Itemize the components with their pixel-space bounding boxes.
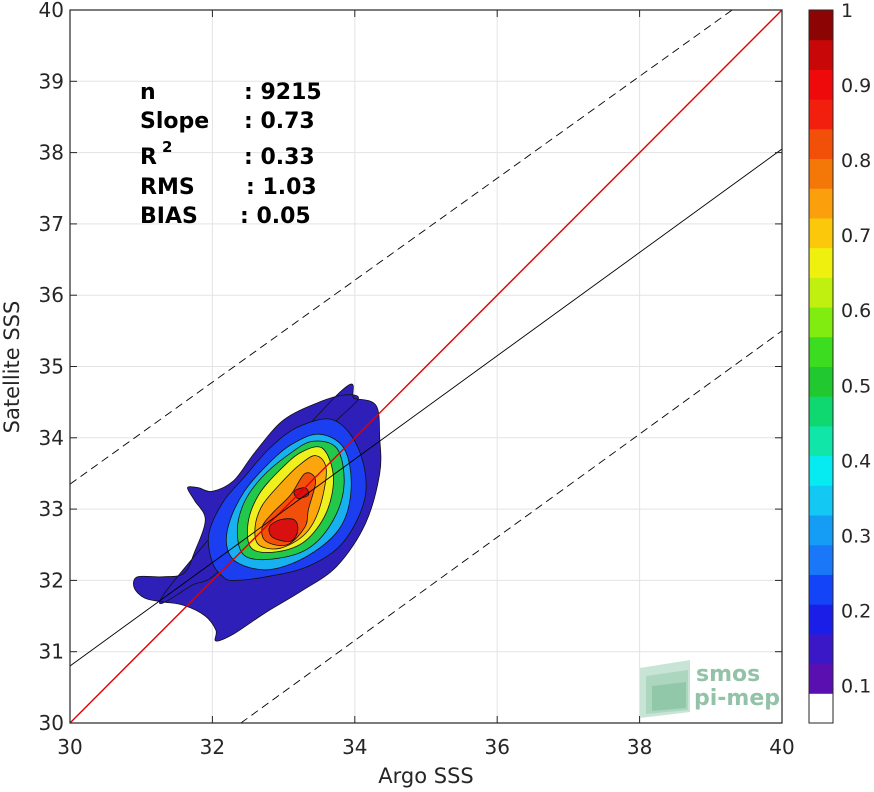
colorbar-tick-label-3: 0.4 — [841, 450, 871, 472]
y-tick-label-9: 39 — [39, 69, 64, 93]
y-tick-label-1: 31 — [39, 640, 64, 664]
colorbar-segment-20 — [809, 99, 833, 130]
y-tick-label-4: 34 — [39, 426, 64, 450]
colorbar-segment-5 — [809, 544, 833, 575]
stat-n-value: : 9215 — [244, 80, 322, 105]
colorbar-segment-8 — [809, 455, 833, 486]
x-tick-label-2: 34 — [342, 735, 367, 759]
colorbar-segment-2 — [809, 633, 833, 665]
colorbar-tick-label-4: 0.5 — [841, 375, 871, 397]
x-tick-label-5: 40 — [769, 735, 794, 759]
y-axis-label: Satellite SSS — [0, 301, 24, 434]
y-tick-label-3: 33 — [39, 497, 64, 521]
reference-lines — [69, 9, 783, 724]
stat-slope-value: : 0.73 — [244, 109, 315, 134]
x-tick-label-1: 32 — [200, 735, 225, 759]
stat-r2-value: : 0.33 — [244, 145, 315, 170]
y-tick-label-8: 38 — [39, 141, 64, 165]
y-tick-label-2: 32 — [39, 568, 64, 592]
colorbar-segment-12 — [809, 336, 833, 367]
colorbar — [809, 10, 833, 724]
y-tick-label-0: 30 — [39, 711, 64, 735]
stat-bias-label: BIAS — [140, 204, 198, 229]
stat-r2-label: R — [140, 145, 157, 170]
logo-text-pi-mep: pi-mep — [694, 686, 780, 711]
logo-text-smos: smos — [696, 662, 760, 687]
colorbar-segment-17 — [809, 188, 833, 219]
colorbar-frame — [808, 9, 834, 724]
regression-line — [69, 148, 783, 667]
colorbar-segment-18 — [809, 158, 833, 189]
identity-line — [69, 9, 783, 724]
y-tick-label-7: 37 — [39, 212, 64, 236]
colorbar-segment-3 — [809, 604, 833, 635]
density-contours — [133, 383, 382, 642]
y-tick-label-5: 35 — [39, 355, 64, 379]
colorbar-segment-15 — [809, 247, 833, 278]
x-tick-label-0: 30 — [57, 735, 82, 759]
stat-r2-superscript: 2 — [162, 138, 172, 156]
x-axis-label: Argo SSS — [378, 764, 473, 788]
colorbar-segment-21 — [809, 69, 833, 100]
colorbar-segment-10 — [809, 396, 833, 427]
y-axis-ticks: 30 31 32 33 34 35 36 37 38 39 40 — [39, 0, 782, 735]
colorbar-segment-11 — [809, 366, 833, 397]
stat-slope-label: Slope — [140, 109, 209, 134]
colorbar-segment-16 — [809, 217, 833, 249]
stat-bias-value: : 0.05 — [240, 204, 311, 229]
colorbar-segment-9 — [809, 425, 833, 457]
colorbar-segment-22 — [809, 39, 833, 70]
colorbar-segment-14 — [809, 277, 833, 308]
colorbar-tick-label-8: 0.9 — [841, 75, 871, 97]
contour-level-7 — [268, 518, 299, 542]
colorbar-segment-6 — [809, 515, 833, 546]
colorbar-segment-23 — [809, 10, 833, 41]
upper-bound-line — [69, 9, 733, 485]
colorbar-segment-0 — [809, 693, 833, 724]
lower-bound-line — [240, 330, 783, 724]
colorbar-segment-4 — [809, 574, 833, 605]
smos-pi-mep-logo: smos pi-mep — [640, 660, 780, 718]
stat-rms-label: RMS — [140, 175, 195, 200]
colorbar-tick-label-2: 0.3 — [841, 525, 871, 547]
x-axis-ticks: 30 32 34 36 38 40 — [57, 10, 795, 759]
colorbar-ticks: 0.1 0.2 0.3 0.4 0.5 0.6 0.7 0.8 0.9 1 — [841, 0, 871, 697]
stat-rms-value: : 1.03 — [246, 175, 317, 200]
stat-n-label: n — [140, 80, 156, 105]
colorbar-tick-label-1: 0.2 — [841, 600, 871, 622]
y-tick-label-6: 36 — [39, 283, 64, 307]
colorbar-segment-7 — [809, 485, 833, 516]
colorbar-tick-label-5: 0.6 — [841, 300, 871, 322]
colorbar-tick-label-6: 0.7 — [841, 225, 871, 247]
stats-box: n : 9215 Slope : 0.73 R 2 : 0.33 RMS : 1… — [140, 80, 322, 229]
x-tick-label-4: 38 — [627, 735, 652, 759]
colorbar-segment-19 — [809, 128, 833, 160]
colorbar-segment-1 — [809, 663, 833, 694]
y-tick-label-10: 40 — [39, 0, 64, 22]
x-tick-label-3: 36 — [484, 735, 509, 759]
logo-mark-front — [652, 682, 686, 711]
colorbar-segment-13 — [809, 307, 833, 338]
colorbar-tick-label-0: 0.1 — [841, 675, 871, 697]
colorbar-tick-label-9: 1 — [841, 0, 853, 22]
colorbar-tick-label-7: 0.8 — [841, 150, 871, 172]
